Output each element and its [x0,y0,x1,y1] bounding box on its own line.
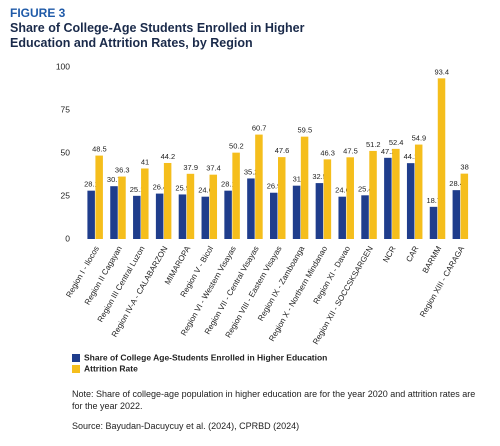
value-label: 25.9 [175,183,190,192]
y-tick-label: 25 [61,190,71,200]
value-label: 36.3 [115,166,130,175]
value-label: 44.2 [161,152,176,161]
bar [346,157,354,239]
bar [255,134,263,239]
value-label: 24.6 [198,186,213,195]
bar [278,157,286,239]
value-label: 50.2 [229,142,244,151]
bar [178,194,187,239]
value-label: 28.1 [221,180,236,189]
note: Note: Share of college-age population in… [72,389,476,411]
bar [87,190,95,239]
figure-label: FIGURE 3 [10,6,66,20]
value-label: 41 [141,157,149,166]
value-label: 52.4 [389,138,404,147]
bar [163,162,172,239]
bar [118,176,126,239]
chart-title: Share of College-Age Students Enrolled i… [10,21,305,50]
bar [300,136,309,239]
value-label: 25.4 [358,184,373,193]
value-label: 51.2 [366,140,381,149]
bar [369,150,377,239]
x-tick-label: NCR [381,244,398,264]
bar [429,206,438,239]
value-label: 60.7 [252,124,267,133]
bar [414,144,423,239]
bar [452,190,461,239]
y-tick-label: 50 [61,147,71,157]
value-label: 28.4 [449,179,464,188]
value-label: 54.9 [412,134,427,143]
bar [437,78,446,240]
bar [224,190,232,239]
legend-label: Share of College Age-Students Enrolled i… [84,352,327,362]
value-label: 24.6 [335,186,350,195]
bar [460,173,469,239]
legend-label: Attrition Rate [84,363,138,373]
value-label: 25.1 [130,185,145,194]
value-label: 47.2 [381,147,396,156]
value-label: 37.9 [183,163,198,172]
value-label: 47.5 [343,146,358,155]
bar [338,196,346,239]
value-label: 28.1 [84,180,99,189]
y-tick-label: 75 [61,104,71,114]
x-tick-label: Region XIII - CARAGA [418,244,466,319]
bar [315,183,324,239]
value-label: 26.4 [153,183,168,192]
bar [270,192,278,239]
value-label: 18.7 [426,196,441,205]
value-label: 44.1 [404,152,419,161]
bar [323,159,332,239]
source: Source: Bayudan-Dacuycuy et al. (2024), … [72,421,300,431]
legend-swatch [72,365,80,373]
value-label: 37.4 [206,164,221,173]
value-label: 35.2 [244,167,259,176]
bar [141,168,149,239]
y-tick-label: 0 [65,233,70,243]
bar [384,157,392,239]
bar [186,173,195,239]
bar [155,193,164,239]
bar [361,195,369,239]
x-tick-label: BARMM [421,244,444,275]
value-label: 46.3 [320,148,335,157]
bar [110,186,118,239]
value-label: 26.9 [267,182,282,191]
value-label: 38 [460,163,468,172]
value-label: 30.7 [107,175,122,184]
legend-swatch [72,354,80,362]
value-label: 31 [293,175,301,184]
x-tick-label: CAR [404,244,420,263]
bar [406,163,415,239]
bar [95,155,103,239]
bar [201,196,210,239]
value-label: 93.4 [434,67,449,76]
bar [292,185,301,239]
bar [247,178,255,239]
bar [133,195,141,239]
value-label: 47.6 [275,146,290,155]
value-label: 32.5 [312,172,327,181]
value-label: 48.5 [92,145,107,154]
bar [392,148,400,239]
bar [209,174,218,239]
bar [232,152,240,239]
value-label: 59.5 [298,126,313,135]
y-tick-label: 100 [56,61,70,71]
